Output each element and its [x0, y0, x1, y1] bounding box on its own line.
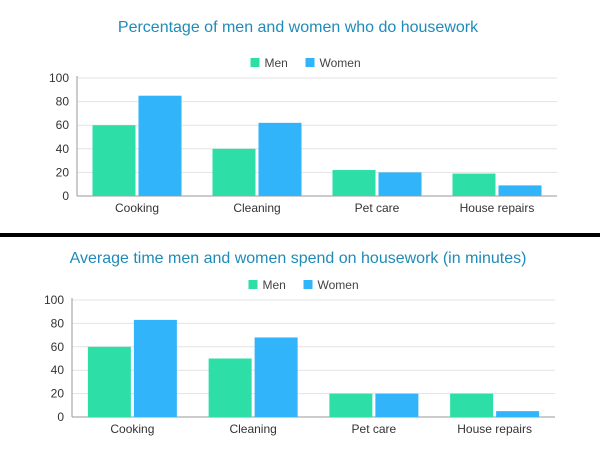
- x-category-label-cooking: Cooking: [115, 201, 159, 215]
- y-tick-label-60: 60: [56, 118, 70, 132]
- y-tick-label-0: 0: [57, 410, 64, 424]
- y-tick-label-100: 100: [44, 293, 64, 307]
- legend-swatch-men: [250, 58, 260, 67]
- legend-label-men: Men: [265, 56, 288, 70]
- legend-label-women: Women: [320, 56, 361, 70]
- bar-men-cleaning: [208, 358, 252, 417]
- bar-men-house-repairs: [450, 393, 494, 417]
- x-category-label-pet-care: Pet care: [355, 201, 400, 215]
- bar-women-cleaning: [254, 337, 298, 417]
- chart-title: Average time men and women spend on hous…: [70, 250, 527, 267]
- x-category-label-pet-care: Pet care: [352, 422, 397, 436]
- bar-men-cooking: [92, 125, 136, 196]
- y-tick-label-0: 0: [62, 189, 69, 203]
- bar-chart-percentage: Percentage of men and women who do house…: [49, 19, 557, 215]
- bar-chart-time: Average time men and women spend on hous…: [44, 250, 555, 436]
- chart-panel-time: Average time men and women spend on hous…: [0, 237, 600, 450]
- bar-women-pet-care: [378, 172, 422, 196]
- chart-title: Percentage of men and women who do house…: [118, 19, 479, 36]
- y-tick-label-40: 40: [56, 142, 70, 156]
- y-tick-label-40: 40: [51, 363, 65, 377]
- bar-men-cleaning: [212, 148, 256, 196]
- y-tick-label-20: 20: [51, 387, 65, 401]
- y-tick-label-80: 80: [56, 95, 70, 109]
- y-tick-label-60: 60: [51, 340, 65, 354]
- y-tick-label-100: 100: [49, 71, 69, 85]
- bar-women-cooking: [133, 319, 177, 417]
- x-category-label-cooking: Cooking: [110, 422, 154, 436]
- x-category-label-house-repairs: House repairs: [457, 422, 532, 436]
- bar-men-pet-care: [329, 393, 373, 417]
- bar-men-cooking: [87, 346, 131, 417]
- section-divider: [0, 233, 600, 237]
- bar-women-cooking: [138, 95, 182, 196]
- x-category-label-cleaning: Cleaning: [233, 201, 280, 215]
- x-category-label-house-repairs: House repairs: [460, 201, 535, 215]
- bar-men-pet-care: [332, 170, 376, 196]
- bar-women-house-repairs: [496, 411, 540, 417]
- bar-women-pet-care: [375, 393, 419, 417]
- legend-label-men: Men: [263, 278, 286, 292]
- chart-panel-percentage: Percentage of men and women who do house…: [49, 19, 557, 215]
- y-tick-label-20: 20: [56, 165, 70, 179]
- bar-women-house-repairs: [498, 185, 542, 196]
- bar-women-cleaning: [258, 122, 302, 196]
- legend-swatch-women: [303, 280, 313, 289]
- legend-label-women: Women: [318, 278, 359, 292]
- y-tick-label-80: 80: [51, 316, 65, 330]
- legend-swatch-women: [305, 58, 315, 67]
- x-category-label-cleaning: Cleaning: [229, 422, 276, 436]
- legend-swatch-men: [248, 280, 258, 289]
- bar-men-house-repairs: [452, 173, 496, 196]
